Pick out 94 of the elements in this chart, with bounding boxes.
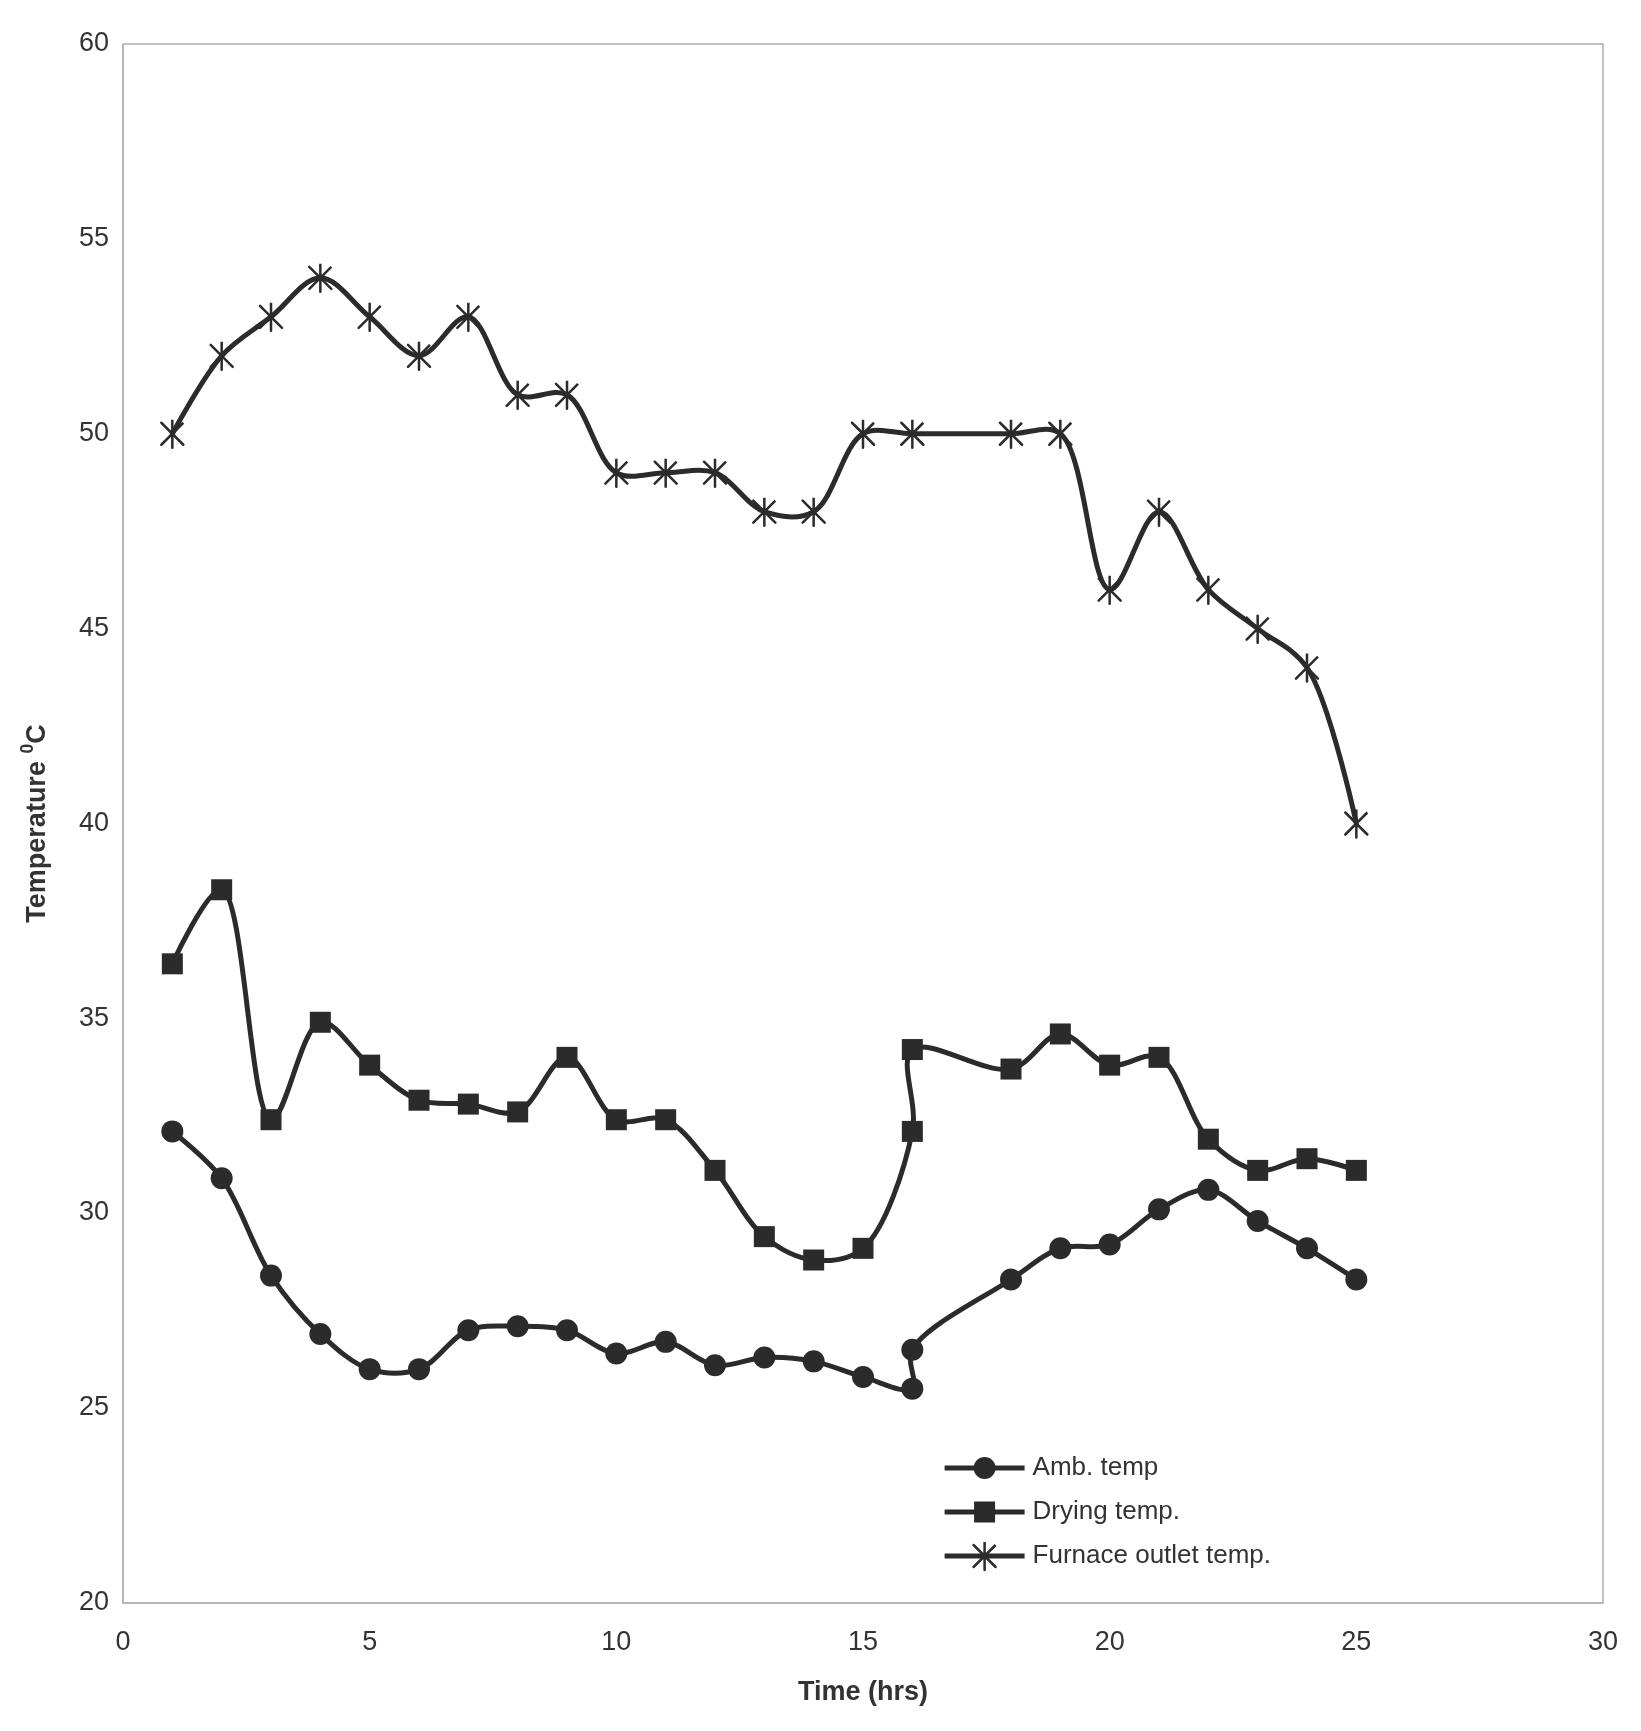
point — [704, 1159, 726, 1181]
point — [1245, 613, 1270, 644]
point — [1294, 652, 1320, 683]
x-tick-label: 30 — [1587, 1626, 1619, 1657]
point — [1000, 1268, 1022, 1291]
point — [1247, 1159, 1269, 1181]
point — [803, 1249, 825, 1271]
point — [457, 1319, 480, 1342]
point — [655, 1109, 677, 1131]
point — [1000, 1058, 1022, 1080]
point — [258, 301, 284, 333]
point — [457, 1093, 479, 1115]
point — [753, 1226, 775, 1248]
y-tick-label: 60 — [78, 27, 109, 58]
x-axis-title: Time (hrs) — [797, 1676, 929, 1707]
point — [802, 1350, 825, 1373]
point — [160, 418, 185, 449]
point — [308, 262, 333, 294]
point — [1099, 1054, 1121, 1076]
y-tick-label: 35 — [78, 1001, 109, 1032]
point — [210, 1167, 233, 1190]
point — [408, 1358, 430, 1381]
point — [1148, 1046, 1170, 1068]
y-tick-label: 45 — [78, 611, 109, 642]
point — [1097, 574, 1122, 605]
point — [1246, 1210, 1269, 1233]
point — [1049, 1237, 1072, 1260]
point — [1148, 1198, 1170, 1221]
point — [408, 1089, 430, 1111]
point — [850, 418, 876, 449]
point — [605, 1342, 628, 1365]
point — [605, 1109, 627, 1131]
point — [1146, 496, 1172, 527]
y-tick-label: 20 — [78, 1586, 109, 1617]
point — [505, 379, 530, 411]
x-tick-label: 10 — [601, 1626, 632, 1657]
x-tick-label: 15 — [847, 1626, 879, 1657]
x-tick-label: 25 — [1341, 1626, 1372, 1657]
point — [801, 496, 826, 527]
point — [901, 1120, 923, 1142]
legend-label: Furnace outlet temp. — [1032, 1538, 1272, 1569]
point — [702, 457, 728, 488]
point — [901, 1377, 924, 1400]
point — [1197, 1128, 1219, 1150]
point — [1048, 418, 1073, 449]
point — [901, 1338, 924, 1361]
point — [852, 1237, 874, 1259]
x-tick-label: 5 — [362, 1626, 378, 1657]
point — [211, 879, 233, 901]
point — [1344, 808, 1369, 839]
point — [506, 1315, 529, 1338]
point — [309, 1323, 332, 1346]
point — [309, 1011, 331, 1033]
point — [653, 457, 678, 488]
y-tick-label: 25 — [78, 1391, 109, 1422]
point — [1296, 1237, 1318, 1260]
point — [554, 379, 580, 411]
point — [406, 340, 432, 372]
point — [209, 340, 234, 372]
legend-label: Drying temp. — [1032, 1494, 1180, 1525]
point — [359, 1054, 381, 1076]
point — [852, 1365, 874, 1388]
y-tick-label: 30 — [78, 1196, 109, 1227]
point — [507, 1101, 529, 1123]
point — [357, 301, 382, 333]
x-tick-label: 0 — [115, 1626, 131, 1657]
point — [1196, 574, 1221, 605]
y-tick-label: 55 — [78, 222, 109, 252]
point — [753, 1346, 776, 1369]
point — [161, 1120, 184, 1143]
point — [358, 1358, 381, 1381]
y-tick-label: 50 — [78, 416, 109, 447]
point — [704, 1354, 726, 1377]
point — [1049, 1023, 1071, 1045]
point — [654, 1330, 677, 1353]
point — [456, 301, 481, 333]
point — [998, 418, 1024, 449]
point — [1345, 1268, 1368, 1291]
point — [901, 1039, 923, 1061]
point — [1345, 1159, 1367, 1181]
point — [556, 1319, 578, 1342]
point — [260, 1109, 282, 1131]
point — [260, 1264, 282, 1287]
point — [900, 418, 925, 449]
point — [556, 1046, 578, 1068]
point — [604, 457, 629, 488]
y-tick-label: 40 — [78, 806, 109, 837]
x-tick-label: 20 — [1094, 1626, 1125, 1657]
legend-label: Amb. temp — [1032, 1450, 1159, 1481]
point — [161, 953, 183, 975]
point — [1197, 1178, 1220, 1201]
point — [752, 496, 777, 527]
point — [1098, 1233, 1121, 1256]
point — [1296, 1148, 1318, 1170]
